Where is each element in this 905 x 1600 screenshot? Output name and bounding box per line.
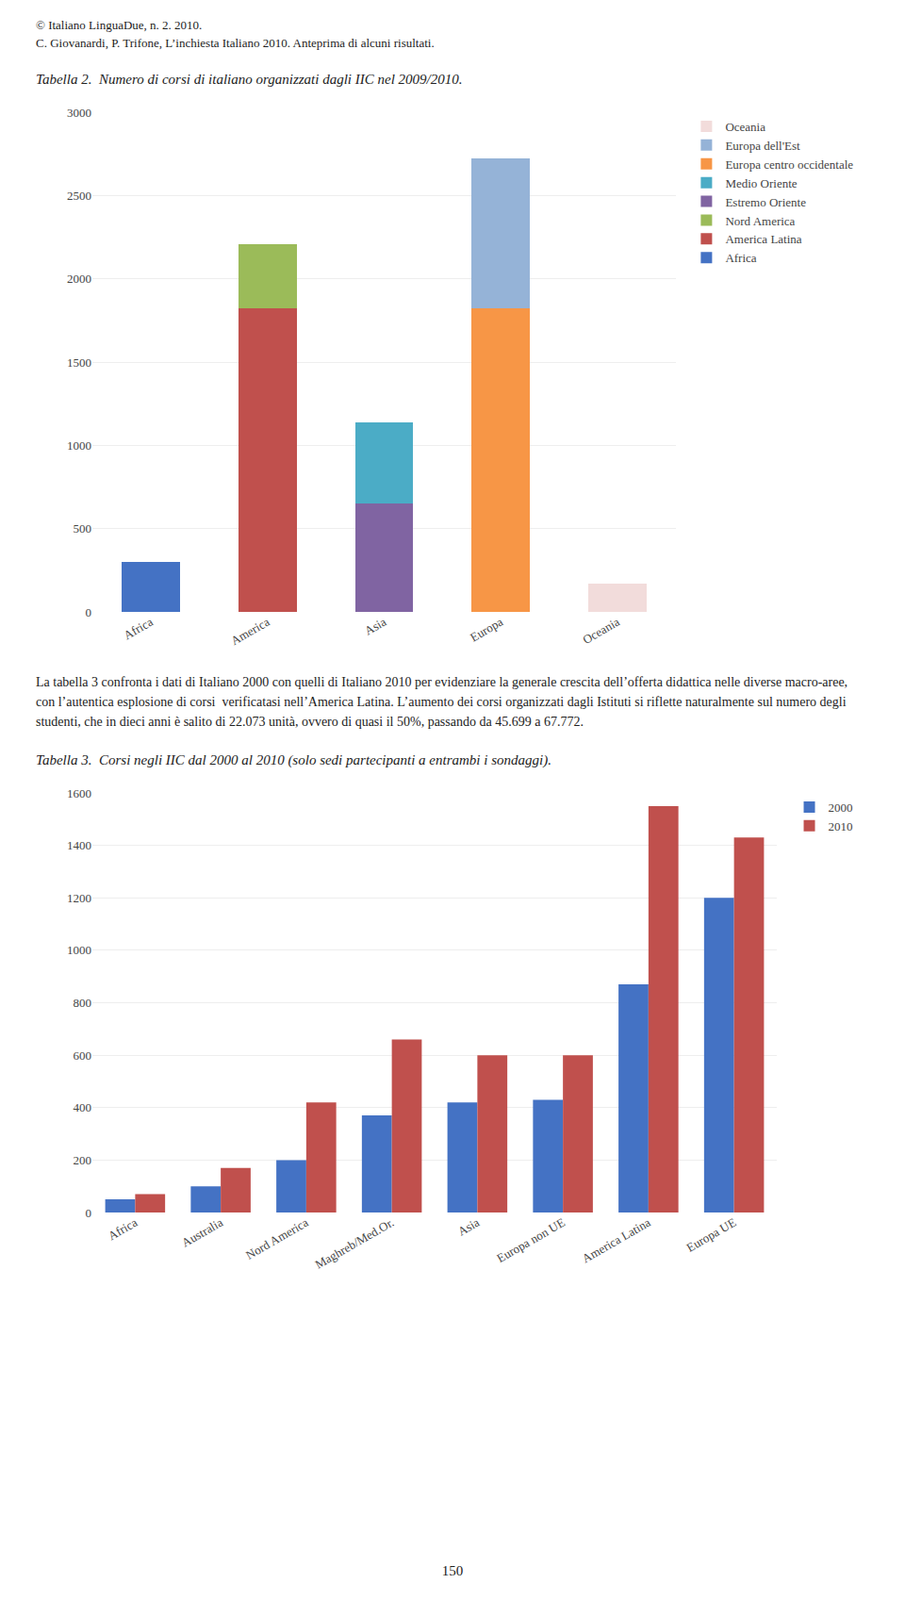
html-text:C. Giovanardi, P. Trifone, L’i: C. Giovanardi, P. Trifone, L’inchiesta I… [35, 35, 435, 50]
svg-text:Australia: Australia [179, 1215, 226, 1251]
html-text:Tabella 3. Corsi negli IIC dal: Tabella 3. Corsi negli IIC dal 2000 al 2… [35, 752, 552, 768]
svg-text:Europa dell'Est: Europa dell'Est [724, 138, 801, 153]
html-text:© Italiano LinguaDue, n. 2. 20: © Italiano LinguaDue, n. 2. 2010. [35, 17, 203, 33]
svg-text:800: 800 [73, 995, 93, 1010]
svg-text:600: 600 [73, 1048, 93, 1063]
svg-text:1400: 1400 [66, 838, 92, 853]
svg-text:Europa UE: Europa UE [684, 1215, 740, 1255]
html-text:La tabella 3 confronta i dati: La tabella 3 confronta i dati di Italian… [35, 674, 848, 729]
html-text:150: 150 [441, 1563, 464, 1579]
svg-text:Oceania: Oceania [724, 119, 766, 134]
svg-text:1500: 1500 [66, 355, 92, 370]
svg-text:Estremo Oriente: Estremo Oriente [724, 195, 807, 210]
svg-text:2000: 2000 [828, 800, 854, 815]
svg-text:200: 200 [73, 1152, 93, 1168]
svg-text:Medio Oriente: Medio Oriente [724, 176, 797, 191]
svg-text:400: 400 [73, 1100, 93, 1115]
svg-text:Africa: Africa [105, 1215, 140, 1244]
svg-text:America Latina: America Latina [579, 1215, 654, 1267]
svg-text:2500: 2500 [66, 188, 92, 203]
svg-text:Europa non UE: Europa non UE [493, 1215, 568, 1266]
svg-text:Nord America: Nord America [243, 1215, 312, 1263]
svg-text:500: 500 [73, 521, 93, 536]
svg-text:Africa: Africa [120, 614, 155, 643]
svg-text:1200: 1200 [66, 890, 92, 905]
svg-text:America Latina: America Latina [724, 231, 802, 247]
svg-text:3000: 3000 [66, 105, 92, 120]
svg-text:0: 0 [85, 605, 93, 620]
svg-text:Nord America: Nord America [724, 213, 795, 229]
svg-text:1000: 1000 [66, 438, 92, 453]
svg-text:2010: 2010 [828, 819, 854, 834]
svg-text:Europa: Europa [467, 614, 506, 645]
svg-text:Asia: Asia [362, 614, 389, 639]
svg-text:America: America [228, 614, 272, 648]
svg-text:Asia: Asia [455, 1215, 482, 1239]
svg-text:2000: 2000 [66, 271, 92, 286]
svg-text:Oceania: Oceania [579, 614, 623, 647]
svg-text:Europa centro occidentale: Europa centro occidentale [724, 157, 854, 172]
svg-text:1000: 1000 [66, 942, 92, 957]
svg-text:Maghreb/Med.Or.: Maghreb/Med.Or. [312, 1215, 397, 1272]
svg-text:1600: 1600 [66, 786, 92, 801]
html-text:Tabella 2. Numero di corsi di: Tabella 2. Numero di corsi di italiano o… [35, 71, 463, 87]
svg-text:0: 0 [85, 1205, 93, 1220]
svg-text:Africa: Africa [724, 250, 757, 265]
